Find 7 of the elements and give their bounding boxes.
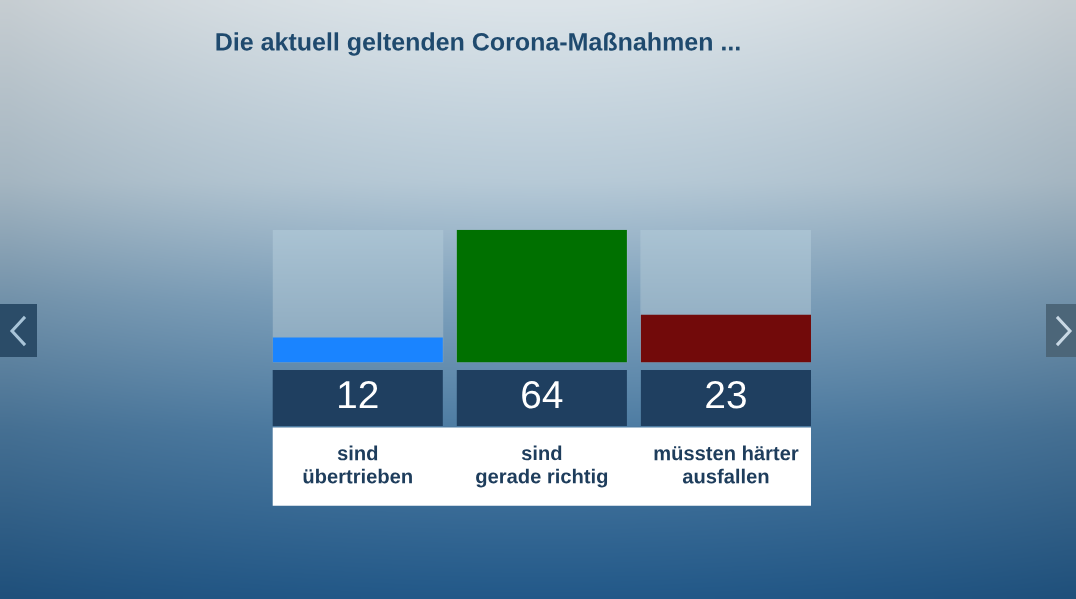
x-tick-label: sind übertrieben [303,445,412,484]
x-tick-label: müssten härter ausfallen [654,445,799,484]
data-label: 12 [339,380,378,409]
data-label: 23 [706,380,746,409]
chart-title: Die aktuell geltenden Corona-Maßnahmen ... [216,32,740,56]
data-label: 64 [522,380,563,409]
x-tick-label: sind gerade richtig [476,445,608,488]
